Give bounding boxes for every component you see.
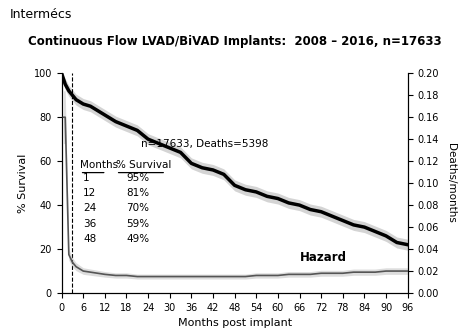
Text: Hazard: Hazard xyxy=(300,251,346,264)
Text: 24: 24 xyxy=(83,203,97,213)
Text: 95%: 95% xyxy=(127,172,150,183)
Text: 70%: 70% xyxy=(127,203,149,213)
Text: Intermécs: Intermécs xyxy=(9,8,72,21)
Y-axis label: Deaths/months: Deaths/months xyxy=(446,143,456,223)
Y-axis label: % Survival: % Survival xyxy=(18,154,28,213)
Text: 48: 48 xyxy=(83,234,97,244)
Text: % Survival: % Survival xyxy=(116,160,171,170)
Text: 36: 36 xyxy=(83,219,97,229)
Text: 1: 1 xyxy=(83,172,90,183)
Text: Months: Months xyxy=(80,160,118,170)
Text: 59%: 59% xyxy=(127,219,150,229)
Title: Continuous Flow LVAD/BiVAD Implants:  2008 – 2016, n=17633: Continuous Flow LVAD/BiVAD Implants: 200… xyxy=(28,36,441,49)
Text: 81%: 81% xyxy=(127,188,150,198)
Text: 49%: 49% xyxy=(127,234,150,244)
Text: n=17633, Deaths=5398: n=17633, Deaths=5398 xyxy=(141,139,268,149)
X-axis label: Months post implant: Months post implant xyxy=(178,318,292,328)
Text: 12: 12 xyxy=(83,188,97,198)
